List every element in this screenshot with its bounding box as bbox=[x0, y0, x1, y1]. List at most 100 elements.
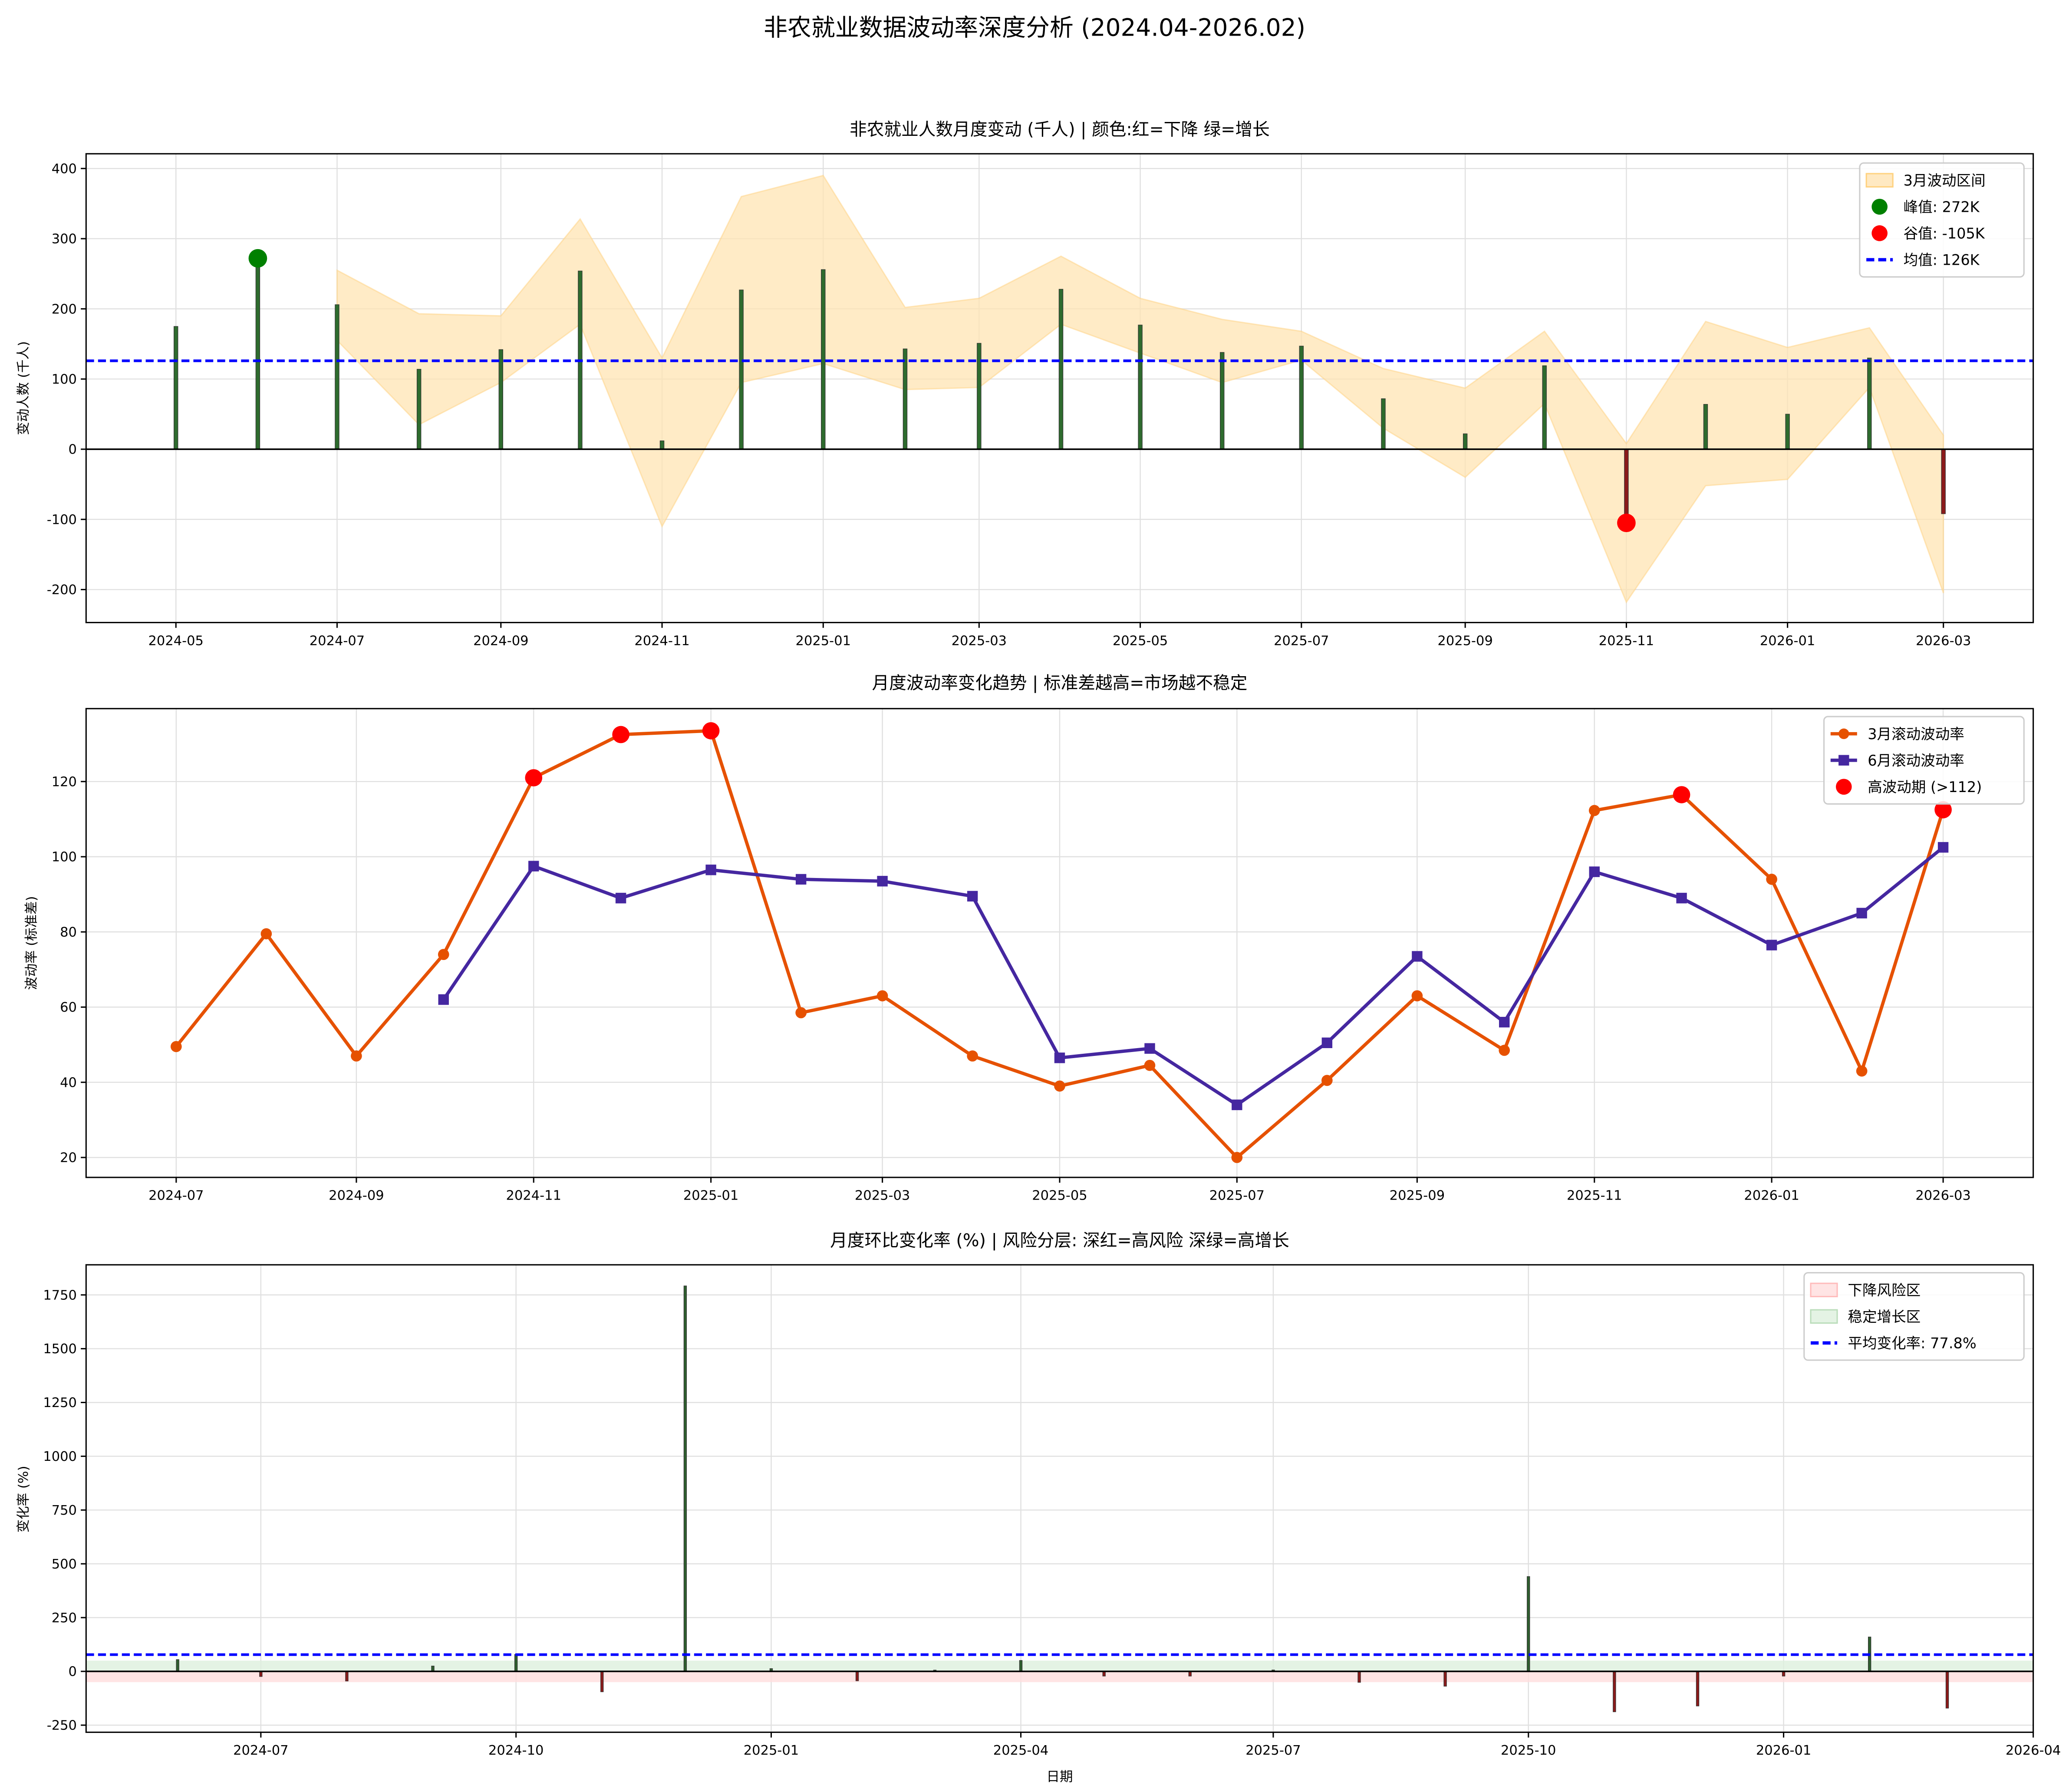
high-volatility-point bbox=[1934, 801, 1952, 819]
chart2-ytick-label: 20 bbox=[60, 1151, 77, 1166]
chart2-ytick-label: 120 bbox=[52, 774, 77, 789]
risk-zone bbox=[86, 1671, 2033, 1682]
chart2-legend-label: 3月滚动波动率 bbox=[1868, 726, 1964, 743]
employment-bar bbox=[1703, 404, 1708, 450]
chart2-legend bbox=[1823, 716, 2025, 805]
chart1-legend-marker bbox=[1871, 199, 1888, 215]
employment-bar bbox=[498, 349, 503, 450]
chart2-xtick-label: 2025-07 bbox=[1209, 1188, 1265, 1203]
chart2-xtick-label: 2024-09 bbox=[329, 1188, 384, 1203]
vol3-point bbox=[1321, 1075, 1333, 1086]
chart3-xlabel: 日期 bbox=[1046, 1769, 1073, 1785]
vol6-point bbox=[1937, 842, 1949, 853]
high-volatility-point bbox=[1673, 786, 1690, 803]
vol3-point bbox=[171, 1041, 182, 1052]
chart2-ytick-label: 80 bbox=[60, 925, 77, 940]
vol6-point bbox=[528, 861, 539, 871]
chart3-frame bbox=[85, 1264, 2034, 1733]
chart1-ytick-label: 200 bbox=[52, 302, 77, 317]
employment-bar bbox=[903, 349, 908, 450]
chart3-xtick-label: 2025-04 bbox=[993, 1743, 1048, 1758]
employment-bar bbox=[1220, 352, 1225, 450]
employment-bar bbox=[1138, 325, 1143, 450]
chart2-ylabel: 波动率 (标准差) bbox=[24, 896, 39, 990]
vol6-point bbox=[615, 893, 626, 904]
vol6-point bbox=[1766, 940, 1777, 950]
chart3-xtick-label: 2025-01 bbox=[744, 1743, 799, 1758]
vol6-point bbox=[1412, 951, 1423, 962]
chart1-legend bbox=[1859, 162, 2025, 278]
chart3-ytick-label: 250 bbox=[52, 1611, 77, 1626]
vol6-point bbox=[1589, 866, 1600, 877]
chart2-xtick-label: 2025-01 bbox=[683, 1188, 738, 1203]
chart2-xtick-label: 2024-11 bbox=[506, 1188, 561, 1203]
chart1-legend-label: 3月波动区间 bbox=[1904, 172, 1986, 189]
vol3-point bbox=[795, 1007, 807, 1019]
trough-marker bbox=[1617, 513, 1636, 533]
vol6-point bbox=[705, 865, 716, 875]
vol6-point bbox=[1499, 1016, 1510, 1028]
chart2-legend-marker bbox=[1838, 755, 1849, 766]
vol6-point bbox=[967, 891, 978, 902]
chart2-xtick-label: 2025-11 bbox=[1567, 1188, 1622, 1203]
chart2-xtick-label: 2026-03 bbox=[1915, 1188, 1970, 1203]
high-volatility-point bbox=[612, 726, 629, 743]
chart3-ytick-label: -250 bbox=[47, 1718, 77, 1733]
vol6-point bbox=[877, 876, 888, 887]
chart2-xtick-label: 2026-01 bbox=[1744, 1188, 1799, 1203]
chart1-xtick-label: 2025-11 bbox=[1599, 633, 1654, 648]
change-rate-bar bbox=[600, 1671, 604, 1692]
employment-bar bbox=[977, 343, 982, 450]
chart3-legend-label: 平均变化率: 77.8% bbox=[1848, 1335, 1976, 1351]
vol3-point bbox=[438, 949, 449, 960]
chart1-legend-label: 谷值: -105K bbox=[1904, 225, 1985, 242]
chart2-legend-marker bbox=[1835, 779, 1852, 795]
change-rate-bar bbox=[1945, 1671, 1949, 1709]
chart1-xtick-label: 2024-11 bbox=[634, 633, 689, 648]
vol6-point bbox=[1144, 1043, 1155, 1054]
chart3-ytick-label: 750 bbox=[52, 1503, 77, 1518]
vol3-point bbox=[1588, 805, 1600, 816]
chart2-ytick-label: 40 bbox=[60, 1075, 77, 1090]
chart1-legend-marker bbox=[1871, 225, 1888, 241]
vol3-point bbox=[876, 990, 888, 1002]
growth-zone bbox=[86, 1660, 2033, 1672]
change-rate-bar bbox=[1019, 1660, 1023, 1672]
chart3-title: 月度环比变化率 (%) | 风险分层: 深红=高风险 深绿=高增长 bbox=[830, 1231, 1289, 1251]
vol6-point bbox=[1856, 908, 1867, 919]
change-rate-bar bbox=[683, 1286, 687, 1672]
employment-bar bbox=[1381, 398, 1386, 450]
employment-bar bbox=[1058, 289, 1064, 450]
vol6-line bbox=[442, 846, 1944, 1107]
chart3-ylabel: 变化率 (%) bbox=[16, 1466, 31, 1532]
employment-bar bbox=[1624, 449, 1629, 523]
chart3-ytick-label: 1000 bbox=[43, 1449, 77, 1464]
chart2-plot: 2024-07 2024-09 2024-11 2025-01 2025-03 2025-… bbox=[52, 708, 2034, 1203]
peak-marker bbox=[248, 249, 267, 268]
employment-bar bbox=[255, 258, 260, 450]
chart1-ytick-label: 0 bbox=[69, 442, 77, 457]
vol6-point bbox=[1054, 1052, 1065, 1063]
chart1-xtick-label: 2024-05 bbox=[148, 633, 204, 648]
chart2-xtick-label: 2025-03 bbox=[855, 1188, 910, 1203]
employment-bar bbox=[1542, 365, 1547, 450]
chart1-xtick-label: 2025-03 bbox=[952, 633, 1007, 648]
chart2-xtick-label: 2025-09 bbox=[1390, 1188, 1445, 1203]
chart1-title: 非农就业人数月度变动 (千人) | 颜色:红=下降 绿=增长 bbox=[850, 120, 1270, 140]
employment-bar bbox=[1941, 449, 1946, 514]
employment-bar bbox=[1463, 433, 1468, 450]
change-rate-bar bbox=[431, 1666, 435, 1672]
chart2-xtick-label: 2025-05 bbox=[1032, 1188, 1087, 1203]
chart1-xtick-label: 2026-03 bbox=[1916, 633, 1971, 648]
vol3-point bbox=[1144, 1059, 1156, 1071]
chart1-legend-label: 均值: 126K bbox=[1904, 252, 1980, 269]
change-rate-bar bbox=[1696, 1671, 1700, 1707]
chart1-ytick-label: 400 bbox=[52, 161, 77, 177]
chart3-xtick-label: 2026-01 bbox=[1756, 1743, 1811, 1758]
vol6-point bbox=[1676, 893, 1687, 904]
vol6-point bbox=[1232, 1099, 1242, 1110]
high-volatility-point bbox=[702, 722, 720, 740]
vol3-point bbox=[351, 1050, 362, 1062]
chart1-xtick-label: 2025-05 bbox=[1113, 633, 1168, 648]
